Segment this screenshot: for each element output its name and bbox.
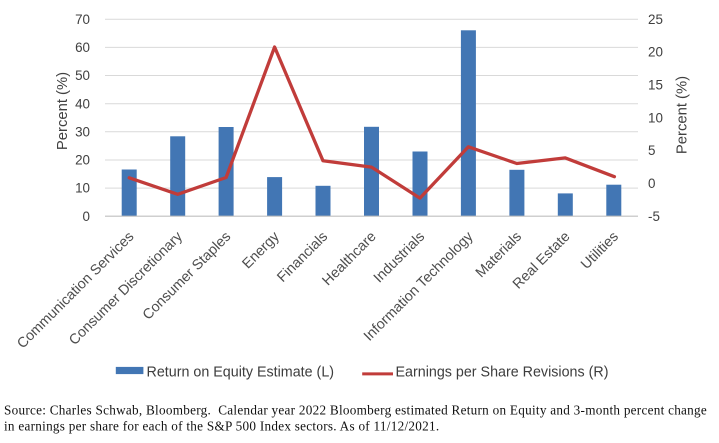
svg-text:-5: -5 [648,209,660,224]
svg-text:Return on Equity Estimate (L): Return on Equity Estimate (L) [147,364,335,380]
svg-text:5: 5 [648,143,655,158]
svg-text:10: 10 [648,110,663,125]
svg-text:30: 30 [75,124,90,139]
svg-text:60: 60 [75,40,90,55]
svg-text:0: 0 [648,176,655,191]
svg-text:Consumer Staples: Consumer Staples [140,229,234,323]
svg-text:Percent (%): Percent (%) [55,72,71,150]
svg-text:10: 10 [75,181,90,196]
svg-text:Utilities: Utilities [578,229,622,273]
svg-text:20: 20 [648,45,663,60]
svg-text:0: 0 [83,209,90,224]
svg-text:20: 20 [75,153,90,168]
svg-text:40: 40 [75,96,90,111]
svg-text:Percent (%): Percent (%) [674,76,690,154]
svg-text:25: 25 [648,12,663,27]
svg-text:Source: Charles Schwab, Bloomb: Source: Charles Schwab, Bloomberg. Calen… [4,403,707,418]
svg-text:50: 50 [75,68,90,83]
svg-text:in earnings per share for each: in earnings per share for each of the S&… [4,419,439,434]
svg-text:15: 15 [648,78,663,93]
svg-text:Earnings per Share Revisions (: Earnings per Share Revisions (R) [396,364,609,380]
svg-text:70: 70 [75,12,90,27]
svg-text:Energy: Energy [239,228,283,272]
